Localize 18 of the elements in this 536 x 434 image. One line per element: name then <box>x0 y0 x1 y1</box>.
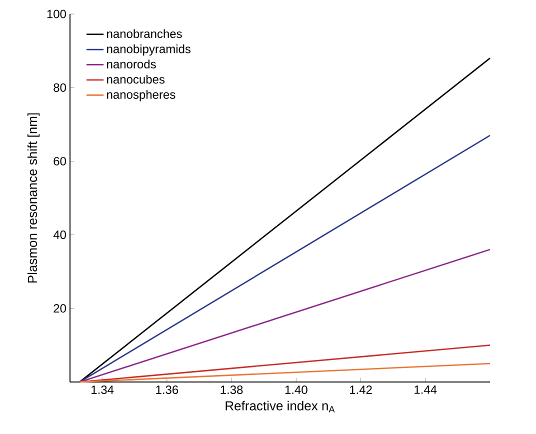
legend-label: nanocubes <box>107 74 165 84</box>
x-tick-label: 1.34 <box>92 386 114 394</box>
legend-label: nanorods <box>107 60 156 68</box>
x-tick-label: 1.38 <box>220 386 243 394</box>
legend-label: nanobranches <box>107 29 182 38</box>
x-axis-title: Refractive index n$_{A}$ <box>226 400 335 412</box>
y-tick-label: 40 <box>53 230 66 240</box>
legend-label: nanobipyramids <box>107 44 191 56</box>
x-tick-label: 1.36 <box>156 386 178 394</box>
y-tick-label: 20 <box>54 304 66 313</box>
x-tick-label: 1.40 <box>285 386 308 394</box>
x-tick-label: 1.42 <box>350 386 372 394</box>
y-tick-label: 100 <box>47 10 66 18</box>
y-axis-title: Plasmon resonance shift [nm] <box>27 113 40 283</box>
y-tick-label: 60 <box>54 156 66 166</box>
x-tick-label: 1.44 <box>414 386 437 394</box>
legend-label: nanospheres <box>107 90 176 102</box>
y-tick-label: 80 <box>54 83 66 92</box>
